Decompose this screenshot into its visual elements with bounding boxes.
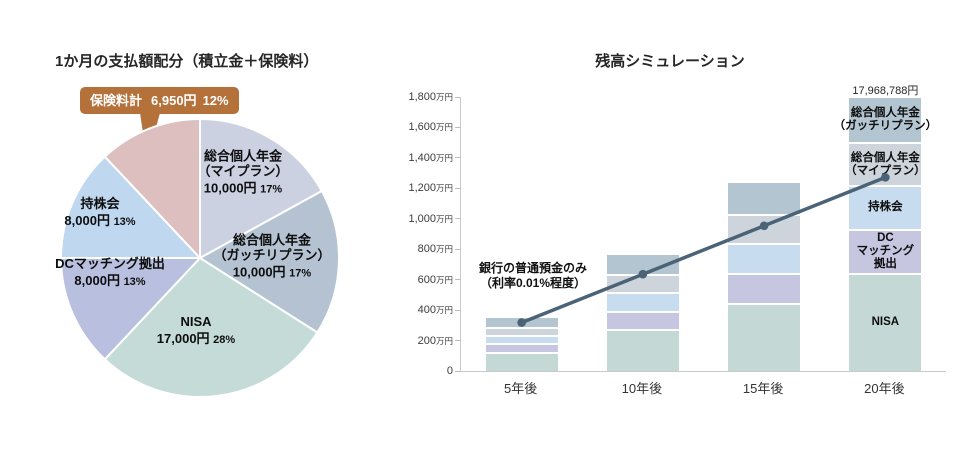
x-axis-label-20年後: 20年後 (864, 381, 905, 396)
callout-amount: 6,950円 (151, 93, 197, 108)
y-axis-tick-label: 800万円 (417, 243, 453, 256)
bar-segment-DCマッチング拠出 (728, 273, 801, 304)
y-axis-tick-label: 1,000万円 (408, 212, 453, 225)
bar-chart-title: 残高シミュレーション (595, 53, 745, 70)
y-axis-tick-label: 1,600万円 (408, 121, 453, 134)
bar-segment-NISA (728, 303, 801, 371)
deposit-line (520, 175, 887, 325)
line-marker (517, 318, 526, 327)
y-axis-tick-label: 200万円 (417, 334, 453, 347)
y-axis-tick-label: 1,400万円 (408, 151, 453, 164)
y-axis-tick-label: 400万円 (417, 304, 453, 317)
bar-segment-label: 持株会 (868, 201, 903, 214)
y-axis: 0 200万円 400万円 600万円 800万円 1,000万円 1,200万円 1,400… (393, 92, 453, 377)
bar-segment-総合個人年金（ガッチリプラン） (606, 255, 679, 275)
deposit-annotation-line1: 銀行の普通預金のみ (478, 261, 588, 275)
bar-segment-label: NISA (871, 316, 900, 329)
y-axis-tick (455, 157, 460, 159)
y-axis-tick (455, 187, 460, 189)
y-axis-tick (455, 96, 460, 98)
bar-segment-持株会 (728, 243, 801, 274)
bar-segment-総合個人年金（ガッチリプラン） (728, 182, 801, 215)
pie-chart (60, 118, 340, 398)
y-axis-tick (455, 309, 460, 311)
y-axis-tick (455, 370, 460, 372)
y-axis-tick-label: 1,800万円 (408, 91, 453, 103)
bar-segment-DCマッチング拠出 (485, 343, 558, 352)
pie-slice-NISA (103, 257, 319, 398)
pie-slice-保険料計 (103, 118, 201, 259)
bar-segment-総合個人年金（ガッチリプラン）: 総合個人年金 （ガッチリプラン） (834, 97, 937, 143)
pie-slice-総合個人年金（ガッチリプラン） (199, 190, 340, 334)
y-axis-tick-label: 600万円 (417, 273, 453, 286)
callout-percent: 12% (202, 93, 229, 108)
bar-segment-label: 総合個人年金 （マイプラン） (845, 151, 926, 177)
deposit-line-series (517, 173, 890, 327)
deposit-line-annotation: 銀行の普通預金のみ （利率0.01%程度） (479, 261, 587, 291)
stacked-bar-20年後: 総合個人年金 （ガッチリプラン） 総合個人年金 （マイプラン） 持株会 DC マッチング 拠出… (834, 97, 937, 371)
y-axis-tick (455, 218, 460, 220)
insurance-total-callout: 保険料計 6,950円 12% (80, 87, 239, 114)
bar-segment-持株会 (485, 334, 558, 344)
y-axis-tick (455, 126, 460, 128)
pie-slice-総合個人年金（マイプラン） (199, 118, 323, 259)
bar-segment-DCマッチング拠出: DC マッチング 拠出 (849, 228, 922, 273)
bar-segment-label: DC マッチング 拠出 (856, 232, 915, 271)
bar-segment-持株会 (606, 292, 679, 311)
callout-label: 保険料計 (90, 93, 143, 108)
x-axis-label-10年後: 10年後 (621, 381, 663, 396)
x-axis-label-15年後: 15年後 (742, 381, 784, 396)
line-marker (638, 269, 648, 279)
bar-segment-持株会: 持株会 (849, 184, 922, 229)
y-axis-tick (455, 340, 460, 342)
x-axis-labels: 5年後 10年後 15年後 20年後 (460, 378, 945, 397)
line-marker (881, 173, 890, 182)
line-marker (759, 221, 769, 231)
bar-segment-NISA: NISA (849, 272, 922, 371)
y-axis-tick (455, 279, 460, 281)
y-axis-tick-label: 1,200万円 (408, 182, 453, 195)
bar-chart-plot-area: 総合個人年金 （ガッチリプラン） 総合個人年金 （マイプラン） 持株会 DC マッチング 拠出… (455, 85, 946, 372)
pie-chart-title: 1か月の支払額配分（積立金＋保険料） (55, 53, 319, 70)
bar-segment-DCマッチング拠出 (606, 310, 679, 330)
total-value-label: 17,968,788円 (852, 85, 919, 97)
bar-segment-総合個人年金（マイプラン） (485, 326, 558, 335)
stacked-bar-15年後 (728, 182, 801, 371)
pie-slice-持株会 (60, 155, 201, 259)
pie-slice-DCマッチング拠出 (60, 257, 201, 361)
deposit-annotation-line2: （利率0.01%程度） (479, 276, 587, 290)
y-axis-tick (455, 248, 460, 250)
pie-chart-panel: 1か月の支払額配分（積立金＋保険料） 保険料計 6,950円 12% 総合個人年金（… (0, 0, 400, 465)
x-axis-label-5年後: 5年後 (504, 381, 538, 396)
bar-segment-label: 総合個人年金 （ガッチリプラン） (833, 107, 938, 132)
y-axis-tick-label: 0 (446, 365, 453, 377)
bar-segment-NISA (606, 329, 679, 371)
bar-segment-NISA (485, 351, 558, 371)
